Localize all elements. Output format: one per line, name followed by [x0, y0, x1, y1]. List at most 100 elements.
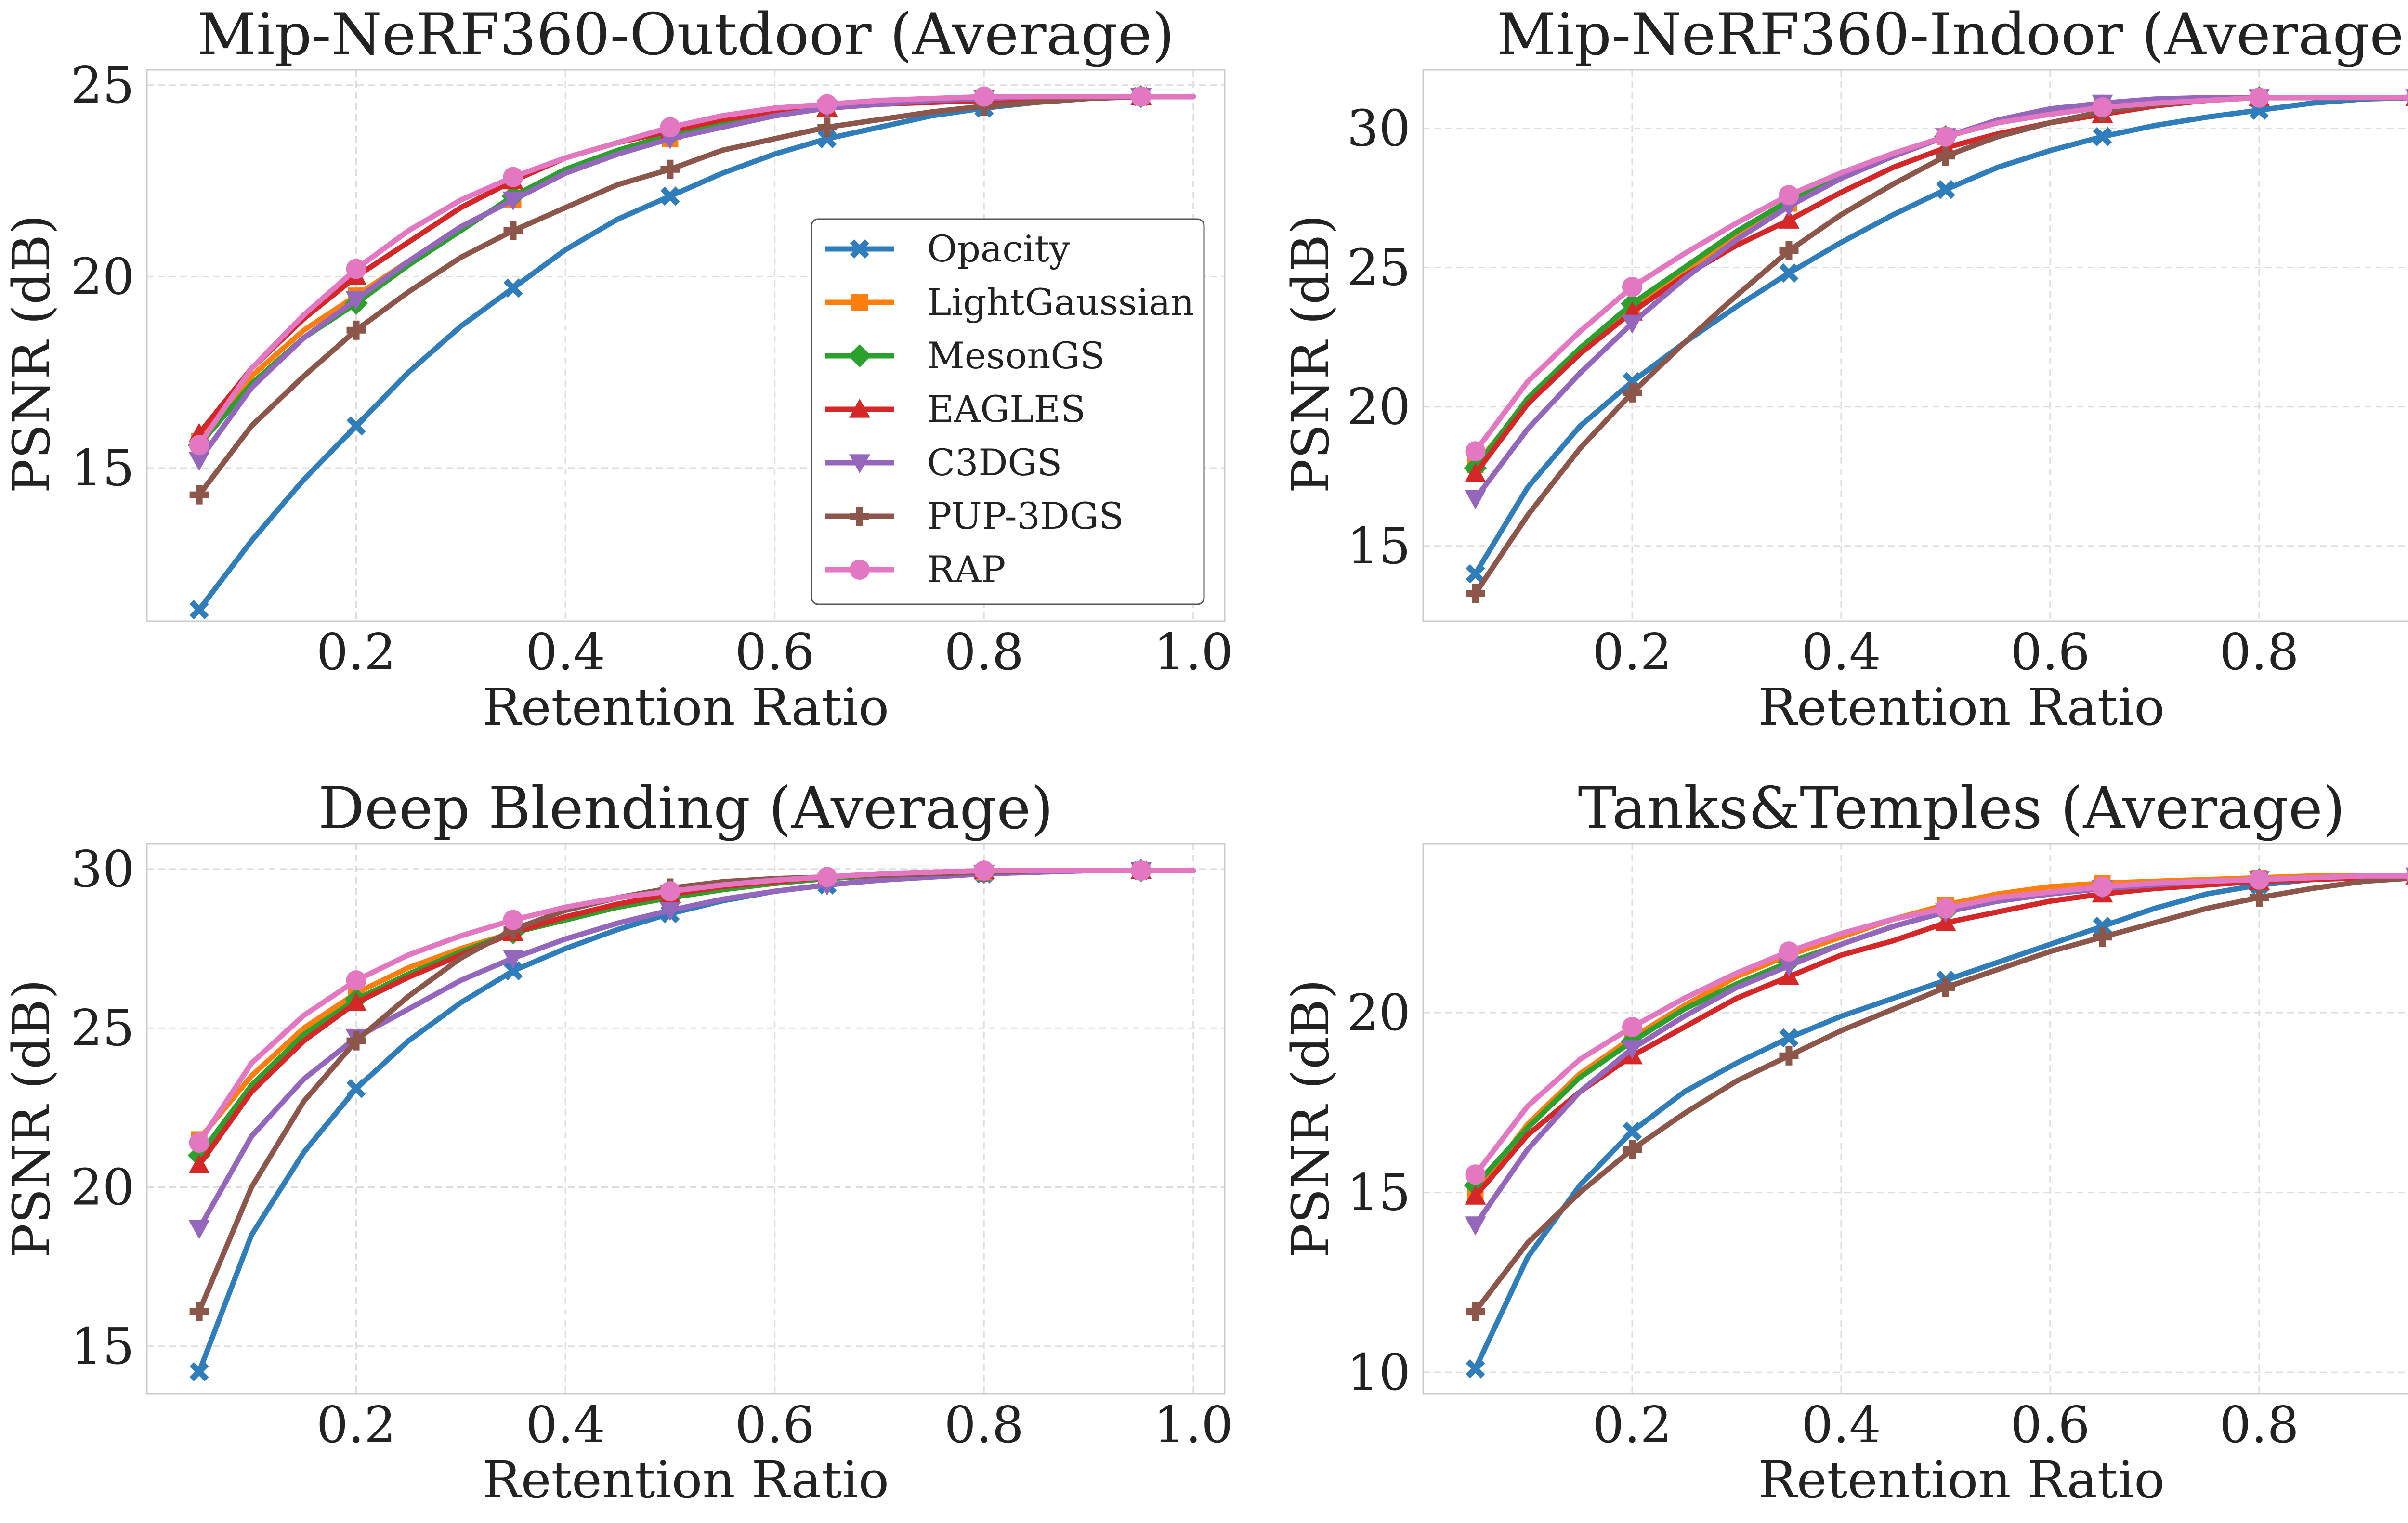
marker-shape	[189, 435, 209, 456]
series-group	[187, 85, 1196, 620]
x-tick-label: 1.0	[1153, 623, 1233, 681]
data-point	[1936, 977, 1955, 997]
data-point	[1779, 1046, 1799, 1066]
marker-shape	[189, 485, 209, 505]
marker-shape	[660, 186, 680, 206]
data-point	[2249, 87, 2269, 108]
marker-shape	[345, 291, 367, 311]
data-point	[1779, 185, 1799, 206]
axes-frame	[146, 69, 1226, 622]
marker-shape	[974, 86, 995, 107]
panel-title: Tanks&Temples (Average)	[1578, 775, 2345, 842]
marker-shape	[1779, 263, 1799, 283]
marker-shape	[1779, 241, 1799, 260]
tick-labels: 0.20.40.60.81.0101520	[1347, 983, 2299, 1454]
data-point	[189, 485, 209, 505]
marker-shape	[848, 344, 871, 367]
marker-shape	[660, 881, 681, 902]
marker-shape	[817, 129, 837, 149]
y-axis-label: PSNR (dB)	[1281, 979, 1340, 1258]
series-pup-3dgs	[1466, 874, 2408, 1321]
legend-marker	[850, 560, 870, 580]
data-point	[2406, 91, 2408, 104]
data-point	[346, 1031, 366, 1051]
data-point	[189, 1132, 209, 1153]
legend-marker	[850, 507, 869, 526]
series-rap	[1465, 869, 2408, 1185]
data-point	[2406, 870, 2408, 883]
marker-shape	[1622, 1017, 1642, 1037]
marker-shape	[1779, 185, 1799, 206]
marker-shape	[346, 320, 366, 340]
marker-shape	[1466, 1302, 1485, 1321]
legend-item-rap: RAP	[825, 548, 1006, 591]
marker-shape	[346, 416, 366, 436]
series-rap	[189, 860, 1196, 1153]
data-point	[1466, 1302, 1485, 1321]
legend-marker	[848, 344, 871, 367]
marker-shape	[1936, 180, 1955, 199]
data-point	[2249, 869, 2269, 890]
data-point	[188, 1220, 210, 1239]
marker-shape	[1622, 383, 1642, 403]
data-point	[503, 278, 523, 298]
y-tick-label: 20	[71, 1158, 134, 1217]
x-tick-label: 0.8	[944, 623, 1024, 681]
axes-frame	[146, 843, 1226, 1395]
x-tick-label: 0.6	[2010, 623, 2090, 681]
data-point	[1465, 1216, 1486, 1236]
marker-shape	[189, 1362, 209, 1381]
data-point	[2249, 888, 2269, 908]
marker-shape	[1465, 441, 1486, 462]
x-axis-label: Retention Ratio	[1758, 677, 2165, 737]
marker-shape	[817, 867, 838, 887]
data-point	[346, 970, 366, 991]
data-point	[660, 117, 681, 138]
marker-shape	[1778, 957, 1800, 976]
data-point	[1935, 898, 1956, 919]
y-tick-label: 30	[1347, 99, 1411, 157]
marker-shape	[502, 950, 524, 969]
y-tick-label: 25	[71, 56, 134, 115]
y-axis-label: PSNR (dB)	[2, 215, 61, 494]
x-axis-label: Retention Ratio	[483, 677, 889, 737]
marker-shape	[1465, 1216, 1486, 1236]
series-group	[1464, 867, 2408, 1379]
data-point	[1622, 1121, 1642, 1141]
data-point	[502, 950, 524, 969]
x-tick-label: 0.2	[316, 623, 396, 681]
legend-label: Opacity	[927, 227, 1070, 270]
data-point	[660, 186, 680, 206]
series-rap	[189, 86, 1196, 456]
data-point	[346, 1079, 366, 1098]
data-point	[189, 1362, 209, 1381]
y-tick-label: 15	[1347, 517, 1411, 575]
marker-shape	[1935, 126, 1956, 147]
data-point	[974, 860, 995, 881]
x-tick-label: 0.8	[944, 1395, 1024, 1454]
panel-title: Mip-NeRF360-Outdoor (Average)	[197, 1, 1175, 68]
marker-shape	[1466, 1359, 1485, 1379]
data-point	[1622, 1017, 1642, 1037]
marker-shape	[502, 191, 524, 211]
legend-label: LightGaussian	[927, 281, 1194, 324]
data-point	[189, 600, 209, 620]
marker-shape	[2406, 870, 2408, 883]
marker-shape	[189, 1302, 209, 1321]
marker-shape	[503, 278, 523, 298]
x-axis-label: Retention Ratio	[483, 1450, 889, 1510]
legend: Opacity LightGaussian MesonGS EAGLES C3DGS PU…	[811, 218, 1205, 605]
marker-shape	[660, 117, 681, 138]
data-point	[2093, 916, 2112, 936]
x-tick-label: 0.8	[2219, 1395, 2299, 1454]
y-axis-label: PSNR (dB)	[2, 979, 61, 1258]
data-point	[1621, 1040, 1643, 1059]
axes-frame	[1422, 843, 2408, 1395]
x-tick-label: 0.6	[735, 1395, 814, 1454]
data-point	[1466, 1359, 1485, 1379]
marker-shape	[2092, 876, 2113, 897]
data-point	[1622, 1140, 1642, 1159]
